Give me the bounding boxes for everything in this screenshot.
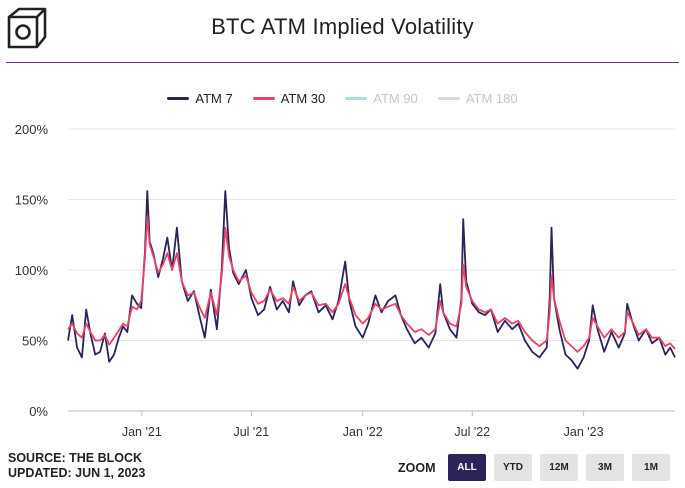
legend-label-atm-7: ATM 7 (195, 91, 233, 106)
zoom-button-1m[interactable]: 1M (632, 454, 670, 481)
y-tick-label: 50% (22, 334, 48, 349)
series-line-atm-7 (67, 190, 676, 370)
y-tick-label: 200% (15, 122, 49, 137)
legend-label-atm-180: ATM 180 (465, 91, 518, 106)
x-tick-label: Jul '22 (454, 425, 490, 439)
y-tick-label: 100% (15, 263, 49, 278)
y-tick-label: 0% (29, 404, 48, 419)
legend-item-atm-90[interactable]: ATM 90 (345, 91, 418, 106)
legend-item-atm-180[interactable]: ATM 180 (437, 91, 518, 106)
legend-label-atm-90: ATM 90 (373, 91, 418, 106)
source-note: SOURCE: THE BLOCK UPDATED: JUN 1, 2023 (8, 451, 145, 481)
legend-swatch-atm-90 (345, 97, 368, 100)
x-tick-label: Jan '21 (122, 425, 162, 439)
y-tick-label: 150% (15, 193, 49, 208)
zoom-label: ZOOM (398, 461, 436, 475)
title-divider (6, 62, 679, 63)
x-tick-label: Jul '21 (233, 425, 269, 439)
legend-item-atm-30[interactable]: ATM 30 (252, 91, 326, 106)
volatility-line-chart: 0% 50% 100% 150% 200% Jan '21 Jul '21 Jan '22 Ju… (15, 122, 676, 439)
chart-title: BTC ATM Implied Volatility (211, 14, 474, 39)
the-block-logo-icon (7, 7, 47, 49)
zoom-button-12m[interactable]: 12M (540, 454, 578, 481)
legend-swatch-atm-180 (437, 97, 460, 100)
legend-item-atm-7[interactable]: ATM 7 (167, 91, 233, 106)
updated-text: UPDATED: JUN 1, 2023 (8, 466, 146, 480)
x-tick-label: Jan '23 (564, 425, 604, 439)
legend-label-atm-30: ATM 30 (280, 91, 326, 106)
zoom-button-3m[interactable]: 3M (586, 454, 624, 481)
source-text: SOURCE: THE BLOCK (8, 451, 143, 465)
zoom-button-ytd[interactable]: YTD (494, 454, 532, 481)
x-tick-label: Jan '22 (343, 425, 383, 439)
series-line-atm-30 (67, 215, 676, 353)
chart-legend: ATM 7 ATM 30 ATM 90 ATM 180 (0, 91, 685, 106)
legend-swatch-atm-30 (252, 97, 275, 100)
zoom-button-all[interactable]: ALL (448, 454, 486, 481)
legend-swatch-atm-7 (167, 97, 190, 100)
